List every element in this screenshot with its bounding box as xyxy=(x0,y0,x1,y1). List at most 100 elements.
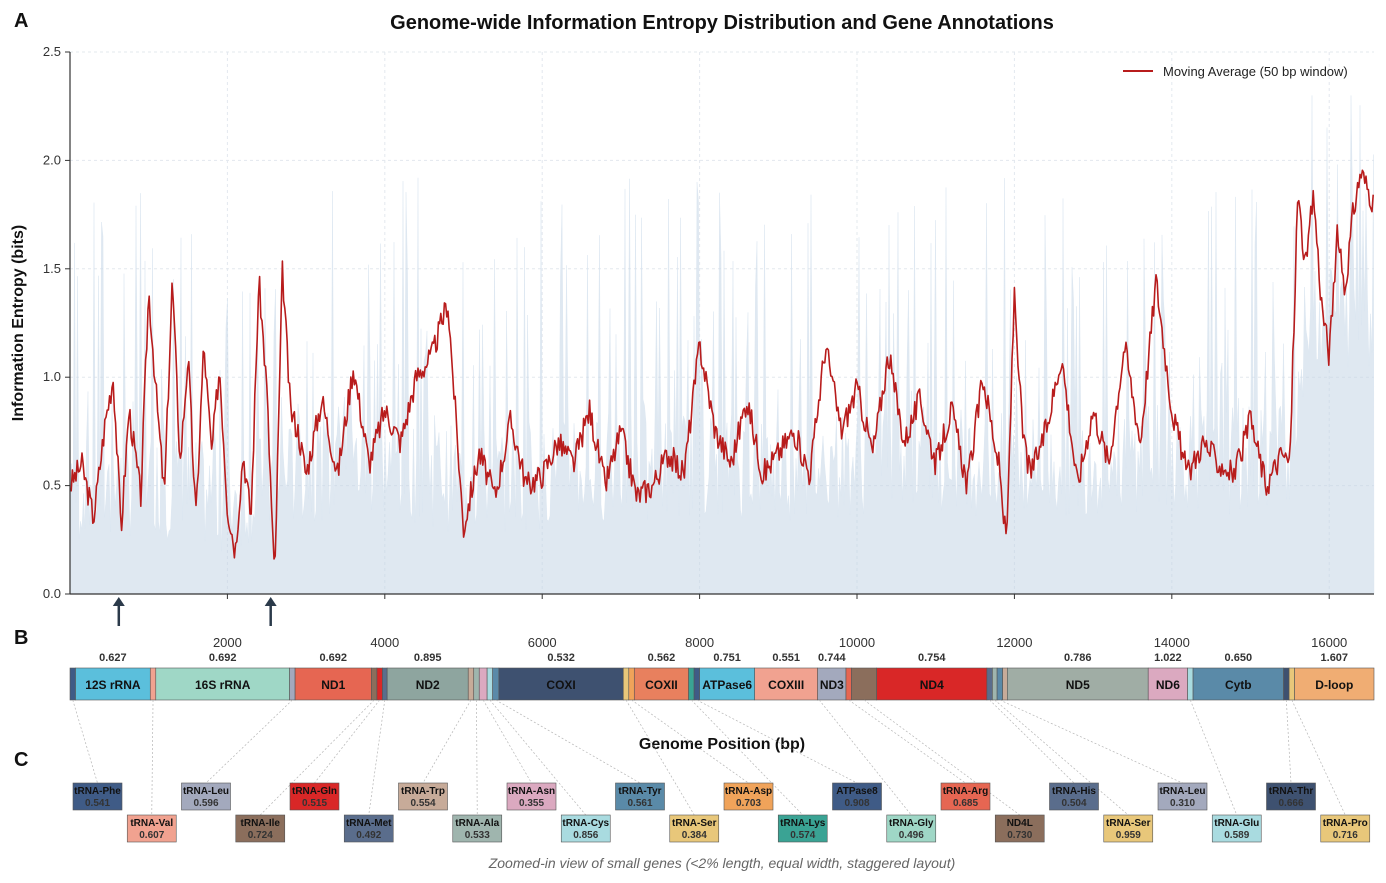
connector-line xyxy=(1291,699,1346,816)
x-tick-label: 10000 xyxy=(839,635,875,650)
connector-line xyxy=(205,699,293,784)
small-gene-label: tRNA-Met xyxy=(346,818,392,829)
gene-block: 16S rRNA 0.692 xyxy=(155,652,290,701)
gene-block: ND2 0.895 xyxy=(386,652,469,701)
gene-entropy-value: 1.022 xyxy=(1154,652,1182,664)
gene-label: COXIII xyxy=(768,678,804,692)
position-arrow xyxy=(112,597,125,626)
gene-block xyxy=(693,667,700,701)
connector-line xyxy=(994,699,1129,816)
gene-block: ND6 1.022 xyxy=(1147,652,1188,701)
gene-label: COXI xyxy=(546,678,575,692)
small-gene-label: tRNA-Cys xyxy=(562,818,609,829)
gene-block: ND3 0.744 xyxy=(817,652,846,701)
small-gene-value: 0.504 xyxy=(1061,798,1086,809)
gene-entropy-value: 0.551 xyxy=(772,652,800,664)
small-gene-value: 0.730 xyxy=(1007,830,1032,841)
gene-label: ND1 xyxy=(321,678,345,692)
gene-block xyxy=(1283,667,1290,701)
moving-average-series xyxy=(69,169,1374,560)
gene-label: COXII xyxy=(645,678,678,692)
connector-line xyxy=(476,699,478,816)
y-tick-labels: 0.0 0.5 1.0 1.5 2.0 2.5 xyxy=(43,44,70,601)
gene-label: ND4 xyxy=(920,678,944,692)
gene-entropy-value: 0.562 xyxy=(648,652,676,664)
gene-block xyxy=(376,667,383,701)
gene-label: ND2 xyxy=(416,678,440,692)
panel-c-caption: Zoomed-in view of small genes (<2% lengt… xyxy=(488,855,956,871)
gene-block xyxy=(845,667,852,701)
gene-entropy-value: 1.607 xyxy=(1321,652,1349,664)
x-tick-label: 14000 xyxy=(1154,635,1190,650)
gene-block: COXI 0.532 xyxy=(498,652,624,701)
gene-block: D-loop 1.607 xyxy=(1294,652,1375,701)
connector-line xyxy=(863,699,1020,816)
small-gene-label: tRNA-Lys xyxy=(780,818,826,829)
gene-block xyxy=(492,667,500,701)
small-gene-label: tRNA-Leu xyxy=(183,786,229,797)
connector-line xyxy=(260,699,375,816)
gene-block xyxy=(289,667,296,701)
gene-block: COXII 0.562 xyxy=(633,652,689,701)
gene-entropy-value: 0.650 xyxy=(1225,652,1253,664)
small-gene-value: 0.703 xyxy=(736,798,761,809)
gene-block xyxy=(371,667,378,701)
small-gene-label: ATPase8 xyxy=(836,786,878,797)
connector-line xyxy=(72,699,98,784)
connector-line xyxy=(999,699,1183,784)
y-tick-label: 0.0 xyxy=(43,586,61,601)
panel-label-b: B xyxy=(14,627,28,649)
gene-block xyxy=(1288,667,1295,701)
small-gene-boxes: tRNA-Phe0.541tRNA-Val0.607tRNA-Leu0.596t… xyxy=(72,782,1371,843)
gene-entropy-value: 0.895 xyxy=(414,652,442,664)
moving-average-line xyxy=(69,169,1374,560)
y-tick-label: 1.5 xyxy=(43,261,61,276)
gene-label: 12S rRNA xyxy=(85,678,141,692)
gene-entropy-value: 0.786 xyxy=(1064,652,1092,664)
connector-line xyxy=(1285,699,1292,784)
x-tick-labels: 2000 4000 6000 8000 10000 12000 14000 16000 xyxy=(213,594,1347,650)
legend: Moving Average (50 bp window) xyxy=(1123,64,1348,79)
gene-entropy-value: 0.754 xyxy=(918,652,946,664)
connector-line xyxy=(482,699,532,784)
gene-entropy-value: 0.532 xyxy=(547,652,575,664)
gene-label: 16S rRNA xyxy=(195,678,251,692)
small-gene-value: 0.589 xyxy=(1224,830,1249,841)
gene-block: COXIII 0.551 xyxy=(754,652,818,701)
connector-line xyxy=(151,699,154,816)
small-gene-value: 0.355 xyxy=(519,798,544,809)
small-gene-label: tRNA-Val xyxy=(130,818,173,829)
gene-label: ATPase6 xyxy=(702,678,752,692)
gene-block: 12S rRNA 0.627 xyxy=(75,652,151,701)
small-gene-value: 0.310 xyxy=(1170,798,1195,809)
small-gene-label: tRNA-Phe xyxy=(74,786,121,797)
small-gene-label: tRNA-His xyxy=(1052,786,1096,797)
gene-block: ND5 0.786 xyxy=(1007,652,1149,701)
small-gene-value: 0.856 xyxy=(573,830,598,841)
small-gene-value: 0.574 xyxy=(790,830,815,841)
gene-block xyxy=(69,667,76,701)
gene-block xyxy=(986,667,993,701)
small-gene-value: 0.607 xyxy=(139,830,164,841)
gene-block xyxy=(467,667,475,701)
position-arrows xyxy=(112,597,277,626)
gene-label: D-loop xyxy=(1315,678,1353,692)
small-gene-value: 0.666 xyxy=(1278,798,1303,809)
gene-block xyxy=(992,667,998,701)
x-tick-label: 4000 xyxy=(370,635,399,650)
